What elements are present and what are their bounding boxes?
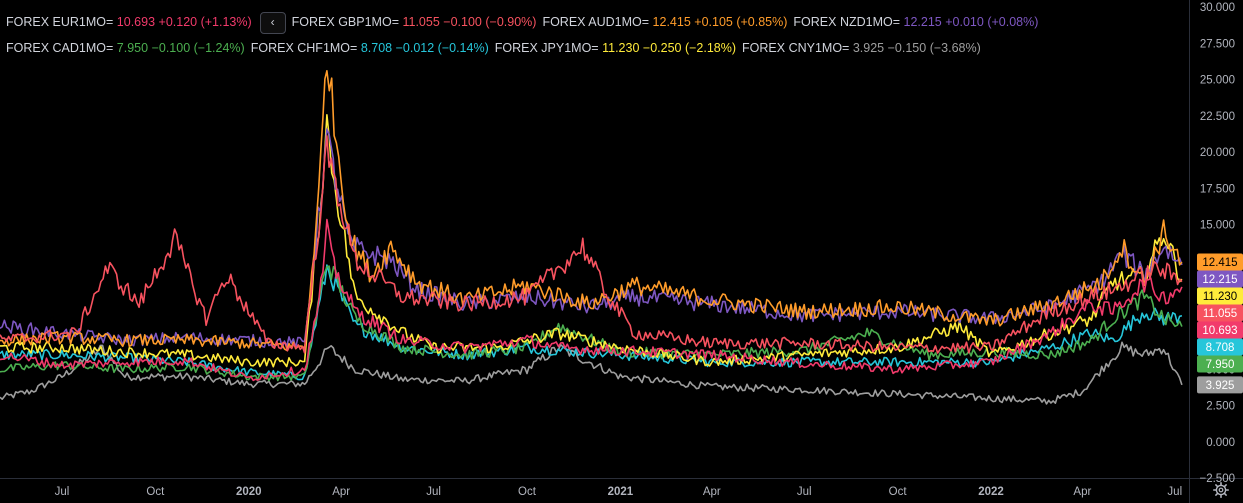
y-tick-label: 2.500 (1206, 401, 1235, 413)
legend-row-1: FOREX EUR1MO= 10.693 +0.120 (+1.13%) ‹ FOR… (6, 9, 1183, 35)
x-tick-label: Apr (332, 486, 350, 498)
last-value-badge: 12.415 (1197, 253, 1243, 271)
svg-text:12.415: 12.415 (1202, 257, 1237, 269)
x-tick-label: Apr (1073, 486, 1091, 498)
legend-row-2: FOREX CAD1MO= 7.950 −0.100 (−1.24%) FOREX… (6, 35, 1183, 61)
legend-item[interactable]: FOREX JPY1MO= 11.230 −0.250 (−2.18%) (494, 41, 737, 55)
y-tick-label: 0.000 (1206, 437, 1235, 449)
x-tick-label: Oct (889, 486, 908, 498)
legend-item[interactable]: FOREX CAD1MO= 7.950 −0.100 (−1.24%) (6, 41, 245, 55)
last-value-badge: 8.708 (1197, 338, 1243, 356)
y-tick-label: 15.000 (1200, 220, 1235, 232)
price-axis[interactable]: 30.000 27.500 25.000 22.500 20.000 17.500 15.0… (1200, 2, 1236, 485)
legend-collapse-button[interactable]: ‹ (259, 11, 286, 34)
svg-text:3.925: 3.925 (1206, 380, 1235, 392)
last-value-badge: 11.230 (1197, 287, 1243, 305)
last-value-badge: 12.215 (1197, 270, 1243, 288)
legend-item[interactable]: FOREX GBP1MO= 11.055 −0.100 (−0.90%) (291, 15, 537, 29)
svg-text:8.708: 8.708 (1206, 342, 1235, 354)
x-tick-label: 2022 (978, 486, 1004, 498)
y-tick-label: 27.500 (1200, 38, 1235, 50)
legend-item[interactable]: FOREX CHF1MO= 8.708 −0.012 (−0.14%) (250, 41, 489, 55)
svg-text:11.230: 11.230 (1203, 291, 1237, 303)
chevron-left-icon: ‹ (270, 14, 275, 29)
x-tick-label: Jul (1167, 486, 1182, 498)
series-lines (0, 70, 1183, 405)
y-tick-label: −2.500 (1200, 473, 1236, 485)
series-line (0, 265, 1183, 382)
x-tick-label: Apr (703, 486, 721, 498)
series-line (0, 70, 1183, 352)
svg-text:12.215: 12.215 (1202, 274, 1237, 286)
legend-item[interactable]: FOREX NZD1MO= 12.215 +0.010 (+0.08%) (793, 15, 1039, 29)
x-tick-label: Oct (146, 486, 165, 498)
last-value-badge: 10.693 (1197, 321, 1243, 339)
x-tick-label: Jul (55, 486, 70, 498)
x-tick-label: Jul (426, 486, 441, 498)
last-value-badge: 7.950 (1197, 355, 1243, 373)
series-line (0, 341, 1183, 405)
y-tick-label: 22.500 (1200, 111, 1235, 123)
x-tick-label: Oct (518, 486, 537, 498)
gear-icon[interactable] (1213, 482, 1229, 498)
y-tick-label: 20.000 (1200, 147, 1235, 159)
svg-text:7.950: 7.950 (1206, 359, 1235, 371)
last-value-badge: 3.925 (1197, 376, 1243, 394)
last-value-badges: 12.415 12.215 11.230 11.055 10.693 8.708 7.950… (1197, 253, 1243, 394)
y-tick-label: 17.500 (1200, 183, 1235, 195)
series-line (0, 135, 1183, 354)
legend-item[interactable]: FOREX AUD1MO= 12.415 +0.105 (+0.85%) (542, 15, 788, 29)
x-tick-label: 2020 (236, 486, 262, 498)
y-tick-label: 25.000 (1200, 75, 1235, 87)
series-line (0, 128, 1183, 349)
legend-item[interactable]: FOREX EUR1MO= 10.693 +0.120 (+1.13%) (6, 15, 252, 29)
x-tick-label: Jul (797, 486, 812, 498)
legend-item[interactable]: FOREX CNY1MO= 3.925 −0.150 (−3.68%) (742, 41, 981, 55)
legend: FOREX EUR1MO= 10.693 +0.120 (+1.13%) ‹ FOR… (6, 9, 1183, 61)
last-value-badge: 11.055 (1197, 304, 1243, 322)
series-line (0, 218, 1183, 382)
time-axis[interactable]: Jul Oct 2020 Apr Jul Oct 2021 Apr Jul Oct 2022 Apr J… (55, 486, 1183, 498)
svg-text:11.055: 11.055 (1203, 308, 1237, 320)
y-tick-label: 30.000 (1200, 2, 1235, 14)
x-tick-label: 2021 (608, 486, 634, 498)
svg-text:10.693: 10.693 (1202, 325, 1237, 337)
